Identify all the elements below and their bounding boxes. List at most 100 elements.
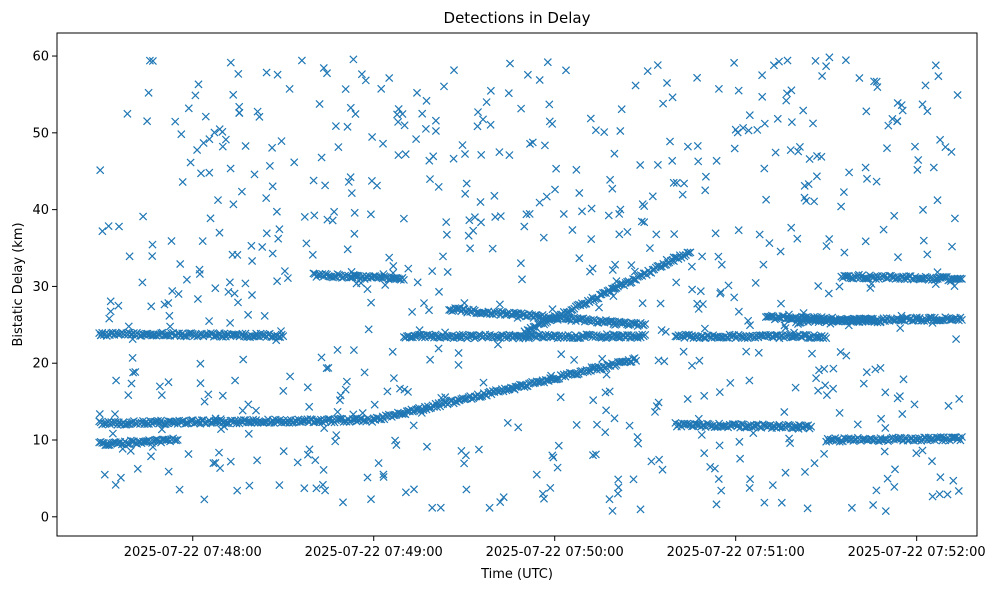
data-point [143,117,152,126]
data-point [883,474,892,483]
x-tick-label: 2025-07-22 07:50:00 [486,545,624,560]
data-point [175,485,184,494]
data-point [251,406,261,415]
data-point [379,472,388,482]
data-point [235,108,244,118]
data-point [221,419,230,428]
data-point [401,150,410,159]
data-point [810,197,819,206]
data-point [650,407,660,416]
data-point [460,395,469,404]
data-point [302,239,311,248]
data-point [881,423,890,433]
data-point [733,128,742,137]
data-point [562,308,571,317]
data-point [872,486,881,495]
data-point [846,273,855,282]
data-point [211,458,220,467]
data-point [333,407,342,416]
data-point [768,481,777,490]
data-point [273,70,282,79]
data-point [280,267,289,276]
data-point [656,299,665,308]
data-point [577,207,587,216]
data-point [730,144,739,153]
data-point [262,229,271,238]
data-point [421,124,430,133]
data-point [322,364,331,373]
data-point [293,458,302,467]
data-point [862,174,872,183]
data-point [658,465,667,474]
data-point [166,322,175,331]
data-point [758,92,767,101]
data-point [359,416,368,425]
data-point [111,480,120,489]
data-point [225,278,234,287]
data-point [700,324,709,333]
data-point [123,109,132,118]
data-point [859,379,868,388]
data-point [606,175,615,184]
data-point [836,347,845,357]
data-point [253,456,262,465]
data-point [127,379,136,388]
data-point [224,287,233,296]
data-point [422,96,431,105]
data-point [285,84,294,93]
data-point [538,489,547,498]
data-point [164,467,173,476]
data-point [462,485,471,494]
data-point [613,489,622,498]
data-point [186,158,195,167]
data-point [319,465,328,474]
x-tick-label: 2025-07-22 07:49:00 [305,545,443,560]
data-point [357,70,366,79]
data-point [112,376,121,385]
data-point [814,386,823,395]
x-tick-label: 2025-07-22 07:48:00 [124,545,262,560]
data-point [561,66,571,75]
data-point [640,218,649,227]
data-points [95,53,966,516]
data-point [652,230,661,239]
data-point [514,423,523,432]
data-point [279,386,288,395]
data-point [226,318,235,327]
data-point [918,205,928,214]
data-point [413,331,422,340]
data-point [696,287,705,296]
data-point [917,274,926,284]
data-point [918,446,927,455]
data-point [201,112,210,121]
data-point [559,209,568,219]
data-point [824,289,833,298]
data-point [814,366,824,375]
data-point [773,114,782,123]
data-point [683,142,692,151]
data-point [205,135,214,144]
data-point [283,274,292,283]
data-point [742,423,751,432]
data-point [659,99,668,108]
data-point [389,411,398,420]
y-tick-label: 10 [32,434,49,449]
data-point [841,56,850,65]
data-point [196,379,205,388]
y-tick-label: 40 [32,203,49,218]
data-point [589,396,598,405]
data-point [745,321,755,330]
data-point [803,504,812,513]
x-axis: 2025-07-22 07:48:00 2025-07-22 07:49:00 20… [124,536,986,560]
data-point [381,280,390,290]
data-point [391,436,400,445]
data-point [550,185,560,194]
data-point [945,315,954,324]
data-point [539,233,548,242]
data-point [882,144,892,153]
data-point [419,299,429,308]
data-point [402,407,411,416]
data-point [178,177,187,187]
data-point [535,198,544,207]
data-point [807,422,816,431]
